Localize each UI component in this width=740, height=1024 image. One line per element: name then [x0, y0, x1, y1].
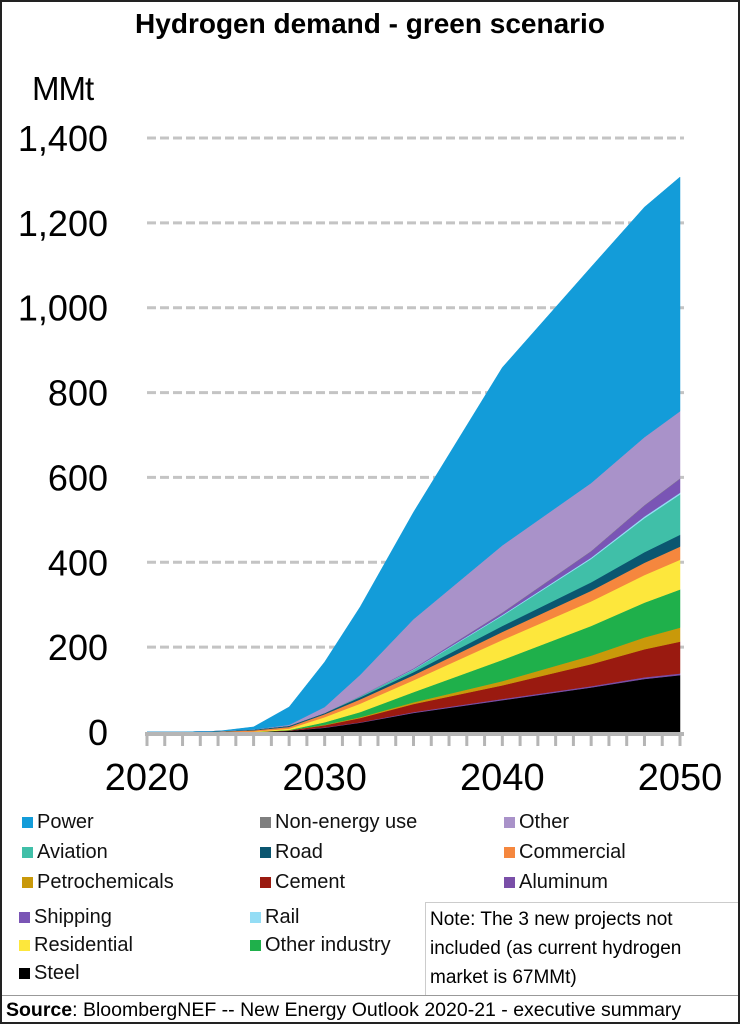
y-tick-label: 1,400 — [18, 118, 108, 159]
plot-area: 0 200 400 600 800 1,000 1,200 1,400 2020 2030 2040… — [18, 118, 723, 799]
y-axis-label: MMt — [32, 70, 94, 107]
x-tick-label: 2030 — [282, 757, 367, 799]
legend-label: Road — [275, 841, 323, 863]
area-power — [147, 176, 681, 733]
x-tick-label: 2050 — [638, 757, 723, 799]
source-caption: Source: BloombergNEF -- New Energy Outlo… — [2, 995, 738, 1022]
legend-swatch — [19, 912, 30, 923]
note-line: Note: The 3 new projects not — [430, 909, 673, 930]
legend-item-power: Power — [22, 811, 94, 834]
legend-label: Commercial — [519, 841, 626, 863]
chart-title: Hydrogen demand - green scenario — [135, 8, 605, 39]
legend-swatch — [250, 912, 261, 923]
legend-label: Aluminum — [519, 871, 608, 893]
legend-swatch — [19, 940, 30, 951]
legend-item-commercial: Commercial — [504, 841, 626, 864]
legend-item-rail: Rail — [250, 906, 299, 929]
legend-swatch — [22, 877, 33, 888]
legend-label: Shipping — [34, 906, 112, 928]
legend-label: Other — [519, 811, 570, 833]
legend-label: Non-energy use — [275, 811, 418, 833]
y-tick-label: 400 — [48, 542, 108, 583]
legend-item-aviation: Aviation — [22, 841, 108, 864]
legend-label: Petrochemicals — [37, 871, 174, 893]
legend-swatch — [22, 847, 33, 858]
legend-item-other-industry: Other industry — [250, 934, 391, 957]
legend-swatch — [260, 817, 271, 828]
legend-item-petrochemicals: Petrochemicals — [22, 871, 174, 894]
legend-label: Aviation — [37, 841, 108, 863]
legend-item-other: Other — [504, 811, 569, 834]
y-tick-label: 0 — [88, 712, 108, 753]
legend-swatch — [260, 877, 271, 888]
note-line: included (as current hydrogen — [430, 938, 682, 959]
y-tick-label: 800 — [48, 373, 108, 414]
legend-item-steel: Steel — [19, 962, 80, 985]
y-tick-label: 200 — [48, 627, 108, 668]
legend-label: Rail — [265, 906, 300, 928]
legend-label: Cement — [275, 871, 346, 893]
legend-swatch — [260, 847, 271, 858]
legend-swatch — [19, 968, 30, 979]
note-line: market is 67MMt) — [430, 967, 577, 988]
legend-item-aluminum: Aluminum — [504, 871, 608, 894]
legend-label: Steel — [34, 962, 80, 984]
legend-swatch — [504, 877, 515, 888]
source-label: Source — [6, 999, 73, 1021]
y-tick-label: 1,000 — [18, 288, 108, 329]
legend-swatch — [504, 817, 515, 828]
legend-label: Other industry — [265, 934, 391, 956]
legend-item-non-energy-use: Non-energy use — [260, 811, 417, 834]
x-tick-label: 2020 — [105, 757, 190, 799]
y-tick-label: 1,200 — [18, 203, 108, 244]
legend-label: Residential — [34, 934, 133, 956]
legend-swatch — [22, 817, 33, 828]
legend-item-shipping: Shipping — [19, 906, 112, 929]
note-box: Note: The 3 new projects not included (a… — [425, 902, 738, 995]
legend-item-cement: Cement — [260, 871, 345, 894]
legend-swatch — [504, 847, 515, 858]
y-tick-label: 600 — [48, 457, 108, 498]
legend-label: Power — [37, 811, 94, 833]
source-text: : BloombergNEF -- New Energy Outlook 202… — [72, 999, 682, 1021]
legend-item-road: Road — [260, 841, 323, 864]
legend-item-residential: Residential — [19, 934, 133, 957]
x-tick-label: 2040 — [460, 757, 545, 799]
legend-swatch — [250, 940, 261, 951]
